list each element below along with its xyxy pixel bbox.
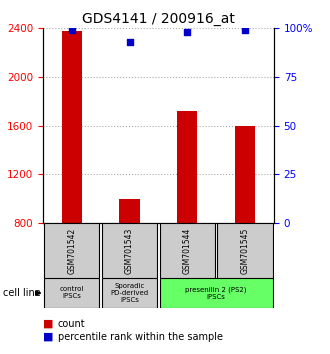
Bar	[159, 278, 273, 308]
Bar	[177, 111, 197, 223]
Text: ■: ■	[43, 319, 53, 329]
Text: percentile rank within the sample: percentile rank within the sample	[58, 332, 223, 342]
Point	[69, 28, 74, 33]
Bar	[217, 223, 273, 278]
Bar	[235, 126, 255, 223]
Point	[184, 29, 190, 35]
Bar	[102, 278, 157, 308]
Bar	[62, 31, 82, 223]
Text: Sporadic
PD-derived
iPSCs: Sporadic PD-derived iPSCs	[111, 283, 148, 303]
Text: GSM701544: GSM701544	[183, 227, 192, 274]
Bar	[44, 278, 100, 308]
Bar	[102, 223, 157, 278]
Text: presenilin 2 (PS2)
iPSCs: presenilin 2 (PS2) iPSCs	[185, 286, 247, 300]
Text: ■: ■	[43, 332, 53, 342]
Bar	[44, 223, 100, 278]
Bar	[119, 199, 140, 223]
Point	[127, 39, 132, 45]
Text: GSM701543: GSM701543	[125, 227, 134, 274]
Bar	[159, 223, 215, 278]
Text: GSM701542: GSM701542	[67, 227, 76, 274]
Text: count: count	[58, 319, 85, 329]
Text: GSM701545: GSM701545	[241, 227, 249, 274]
Title: GDS4141 / 200916_at: GDS4141 / 200916_at	[82, 12, 235, 26]
Text: control
IPSCs: control IPSCs	[60, 286, 84, 299]
Text: cell line: cell line	[3, 288, 41, 298]
Point	[242, 28, 248, 33]
